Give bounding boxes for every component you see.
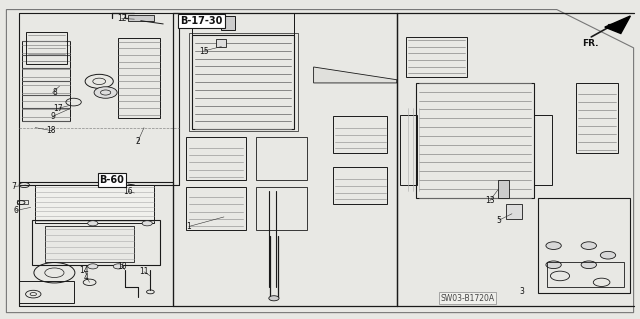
Text: B-17-30: B-17-30 [180,16,223,26]
Text: 14: 14 [79,266,90,275]
Circle shape [113,264,124,269]
Bar [45,226,134,262]
Bar [333,167,387,204]
Bar [186,187,246,230]
Text: 11: 11 [140,267,148,276]
Text: 10: 10 [116,262,127,271]
Bar [416,83,534,198]
Circle shape [142,221,152,226]
Bar [32,220,160,265]
Text: 5: 5 [497,216,502,225]
Circle shape [546,261,561,269]
Bar [400,115,417,185]
Text: 12: 12 [117,14,126,23]
Circle shape [546,242,561,249]
Text: 1: 1 [186,222,191,231]
Bar [576,83,618,153]
Circle shape [88,221,98,226]
Text: 6: 6 [13,206,19,215]
Polygon shape [605,16,630,33]
Bar [35,185,154,223]
Bar [256,137,307,180]
Text: 9: 9 [50,112,55,121]
Circle shape [581,261,596,269]
Bar [192,13,294,35]
Bar [534,115,552,185]
Text: 4: 4 [84,273,89,282]
Bar [189,33,298,131]
Bar [128,15,154,21]
Circle shape [94,87,117,98]
Bar [118,38,160,118]
Bar [506,204,522,219]
Bar [538,198,630,293]
Bar [256,187,307,230]
Text: 16: 16 [123,187,133,196]
Text: 15: 15 [198,47,209,56]
Text: B-60: B-60 [100,175,124,185]
Bar [26,32,67,64]
Text: FR.: FR. [582,39,599,48]
Bar [22,41,70,121]
Text: SW03-B1720A: SW03-B1720A [440,294,494,303]
Text: 13: 13 [484,197,495,205]
Bar [17,200,28,204]
Text: 7: 7 [12,182,17,191]
Bar [216,39,226,47]
Text: 8: 8 [52,88,57,97]
Bar [333,116,387,153]
Circle shape [581,242,596,249]
Bar [406,37,467,77]
Text: 17: 17 [52,104,63,113]
Text: 18: 18 [47,126,56,135]
Bar [498,180,509,198]
Polygon shape [314,67,397,83]
Circle shape [269,296,279,301]
Circle shape [88,264,98,269]
Bar [192,35,294,129]
Circle shape [600,251,616,259]
Text: 2: 2 [135,137,140,146]
Bar [221,16,235,30]
Bar [547,262,624,287]
Bar [19,281,74,303]
Bar [186,137,246,180]
Text: 3: 3 [519,287,524,296]
